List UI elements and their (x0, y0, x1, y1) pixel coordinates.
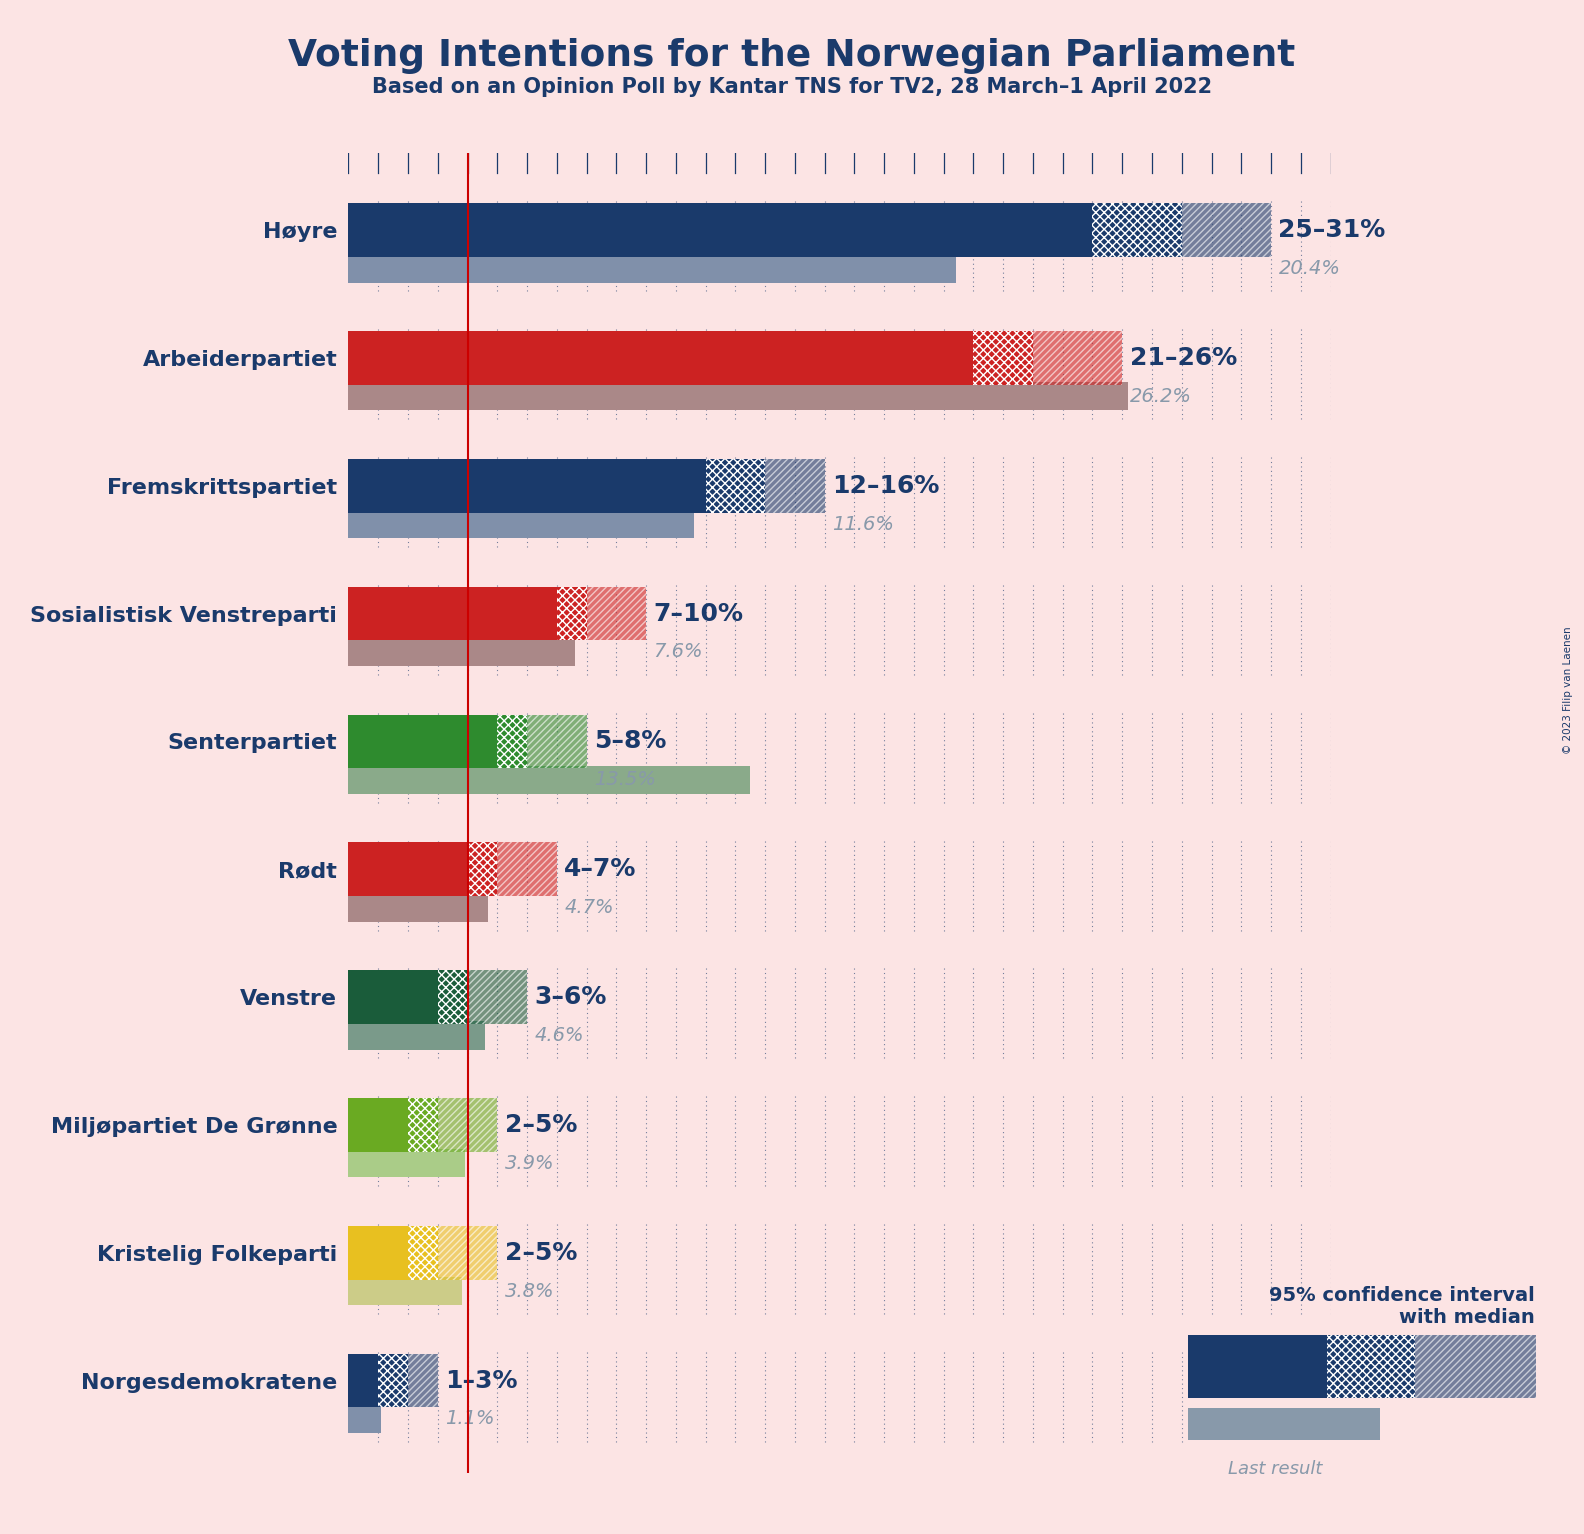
Bar (348, 1098, 409, 1152)
Bar (409, 1226, 437, 1279)
Bar (348, 1353, 379, 1408)
Bar (437, 969, 467, 1023)
Bar (348, 459, 705, 512)
Text: © 2023 Filip van Laenen: © 2023 Filip van Laenen (1563, 626, 1573, 755)
Bar (765, 459, 825, 512)
Text: 5–8%: 5–8% (594, 730, 667, 753)
Text: Voting Intentions for the Norwegian Parliament: Voting Intentions for the Norwegian Parl… (288, 38, 1296, 74)
Bar (497, 842, 558, 896)
Bar (409, 1098, 437, 1152)
Bar (379, 1353, 409, 1408)
Bar (1182, 202, 1270, 256)
Text: 1–3%: 1–3% (445, 1368, 518, 1393)
Text: 4.6%: 4.6% (534, 1026, 584, 1045)
Bar (437, 1226, 497, 1279)
Bar (348, 1149, 464, 1178)
Bar (348, 893, 488, 922)
Text: 3–6%: 3–6% (534, 985, 607, 1009)
Bar (348, 1022, 485, 1049)
Bar (348, 509, 694, 538)
Bar (348, 969, 437, 1023)
Bar (348, 842, 467, 896)
Bar (348, 382, 1128, 410)
Bar (348, 255, 955, 282)
Text: 11.6%: 11.6% (832, 514, 893, 534)
Bar (409, 1353, 437, 1408)
Text: Last result: Last result (1228, 1460, 1323, 1479)
Bar (705, 459, 765, 512)
Text: 1.1%: 1.1% (445, 1410, 494, 1428)
Bar (348, 1276, 461, 1305)
Bar (1327, 1335, 1415, 1399)
Bar (1415, 1335, 1536, 1399)
Bar (1093, 202, 1182, 256)
Text: Based on an Opinion Poll by Kantar TNS for TV2, 28 March–1 April 2022: Based on an Opinion Poll by Kantar TNS f… (372, 77, 1212, 97)
Text: 26.2%: 26.2% (1129, 387, 1191, 407)
Bar (348, 1405, 382, 1433)
Bar (497, 715, 527, 769)
Bar (348, 331, 974, 385)
Text: 4–7%: 4–7% (564, 858, 637, 881)
Text: 12–16%: 12–16% (832, 474, 939, 497)
Bar (527, 715, 586, 769)
Bar (467, 842, 497, 896)
Bar (348, 765, 751, 793)
Bar (348, 586, 558, 640)
Bar (348, 715, 497, 769)
Text: 7.6%: 7.6% (654, 643, 703, 661)
Text: 3.8%: 3.8% (505, 1281, 554, 1301)
Bar (348, 638, 575, 666)
Bar (437, 1098, 497, 1152)
Bar (1188, 1335, 1327, 1399)
Text: 13.5%: 13.5% (594, 770, 656, 790)
Text: 4.7%: 4.7% (564, 897, 613, 917)
Text: 21–26%: 21–26% (1129, 347, 1237, 370)
Bar (558, 586, 586, 640)
Bar (586, 586, 646, 640)
Bar (1033, 331, 1121, 385)
Bar (467, 969, 527, 1023)
Text: 7–10%: 7–10% (654, 601, 743, 626)
Text: 2–5%: 2–5% (505, 1114, 577, 1137)
Bar (348, 1226, 409, 1279)
Bar (348, 202, 1093, 256)
Bar (1188, 1408, 1380, 1440)
Text: 2–5%: 2–5% (505, 1241, 577, 1264)
Text: 25–31%: 25–31% (1278, 218, 1386, 242)
Text: 95% confidence interval
with median: 95% confidence interval with median (1269, 1285, 1535, 1327)
Text: 20.4%: 20.4% (1278, 259, 1340, 278)
Text: 3.9%: 3.9% (505, 1154, 554, 1174)
Bar (974, 331, 1033, 385)
